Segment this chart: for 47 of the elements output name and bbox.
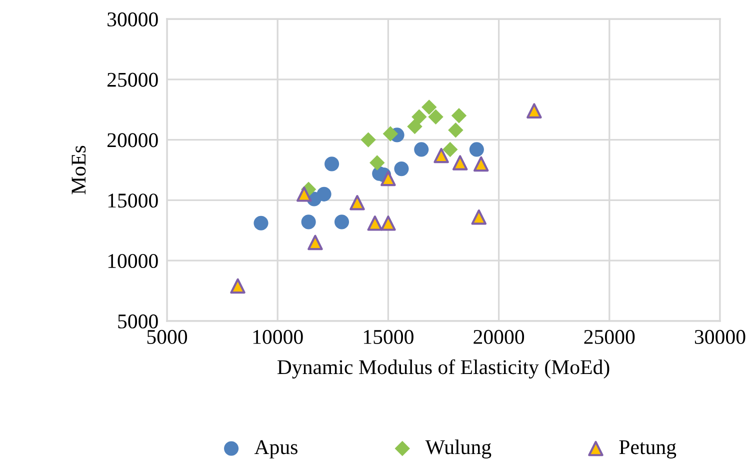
point	[473, 156, 489, 172]
y-axis-title: MoEs	[72, 146, 86, 194]
x-tick-label: 25000	[584, 330, 635, 344]
point	[448, 122, 464, 138]
point	[360, 132, 376, 148]
y-tick-label: 20000	[108, 133, 158, 148]
point	[382, 126, 398, 142]
point	[412, 109, 427, 124]
x-tick-label: 5000	[147, 330, 188, 344]
legend-label: Petung	[619, 440, 676, 458]
point	[469, 142, 484, 157]
y-tick-label: 15000	[108, 194, 158, 208]
y-tick-label: 5000	[118, 314, 158, 328]
point	[380, 170, 396, 186]
point	[254, 216, 268, 230]
point	[316, 186, 332, 202]
point	[367, 216, 383, 231]
x-tick-label: 15000	[364, 330, 414, 344]
y-tick-label: 25000	[108, 72, 158, 87]
point	[394, 162, 409, 176]
point	[434, 148, 449, 164]
y-tick-label: 10000	[108, 254, 158, 268]
x-tick-label: 30000	[694, 330, 746, 344]
point	[296, 186, 312, 202]
point	[471, 209, 487, 225]
point	[407, 118, 422, 134]
point	[324, 156, 340, 172]
point	[380, 216, 396, 231]
point	[428, 109, 444, 124]
point	[526, 103, 542, 118]
point	[422, 100, 437, 115]
y-tick-label: 30000	[108, 12, 158, 26]
legend-label: Apus	[254, 440, 298, 458]
point	[414, 142, 429, 157]
point	[442, 142, 458, 158]
x-axis-title: Dynamic Modulus of Elasticity (MoEd)	[277, 359, 610, 378]
point	[230, 278, 246, 294]
legend-label: Wulung	[425, 440, 492, 458]
point	[301, 214, 316, 230]
point	[452, 155, 468, 170]
x-tick-label: 10000	[253, 330, 303, 344]
point	[370, 155, 385, 170]
point	[451, 108, 467, 124]
point	[334, 214, 350, 230]
point	[308, 234, 323, 250]
point	[350, 194, 365, 210]
x-tick-label: 20000	[474, 330, 524, 344]
